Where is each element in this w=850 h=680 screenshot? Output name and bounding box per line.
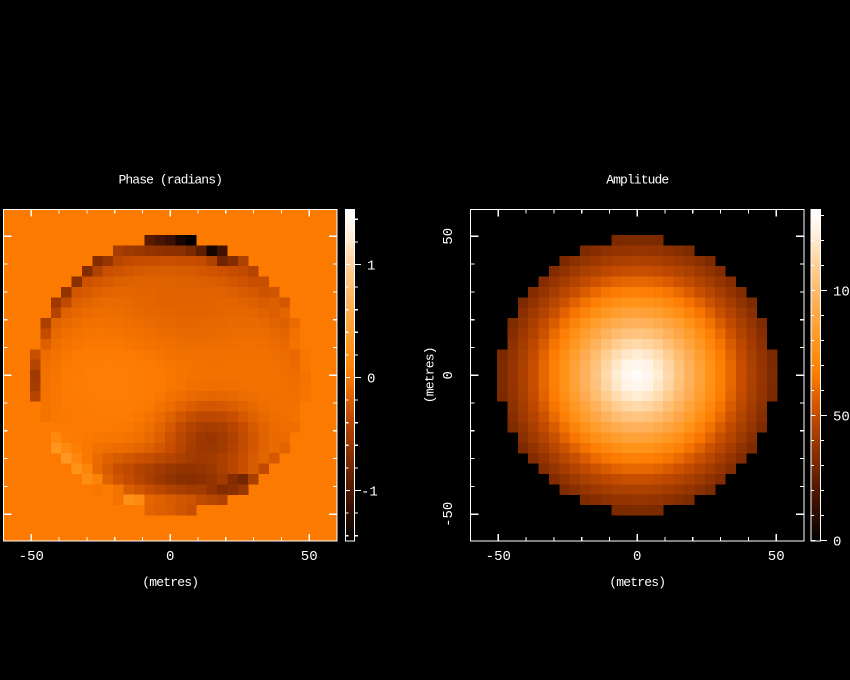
svg-text:-50: -50 — [19, 549, 44, 565]
svg-text:50: 50 — [441, 228, 457, 245]
svg-text:0: 0 — [166, 549, 174, 565]
svg-text:-50: -50 — [486, 549, 511, 565]
svg-text:(metres): (metres) — [423, 347, 438, 403]
svg-text:Phase (radians): Phase (radians) — [118, 173, 222, 188]
svg-text:-50: -50 — [441, 502, 457, 527]
svg-text:0: 0 — [633, 549, 641, 565]
svg-text:(metres): (metres) — [609, 575, 665, 590]
svg-text:(metres): (metres) — [142, 575, 198, 590]
svg-text:50: 50 — [301, 549, 318, 565]
svg-text:-1: -1 — [361, 484, 378, 500]
svg-text:Amplitude: Amplitude — [606, 173, 668, 188]
svg-text:100: 100 — [833, 284, 850, 300]
svg-text:1: 1 — [367, 258, 375, 274]
svg-text:50: 50 — [768, 549, 785, 565]
svg-text:0: 0 — [441, 371, 457, 379]
svg-text:0: 0 — [367, 371, 375, 387]
svg-text:50: 50 — [833, 409, 850, 425]
svg-text:0: 0 — [833, 534, 841, 550]
